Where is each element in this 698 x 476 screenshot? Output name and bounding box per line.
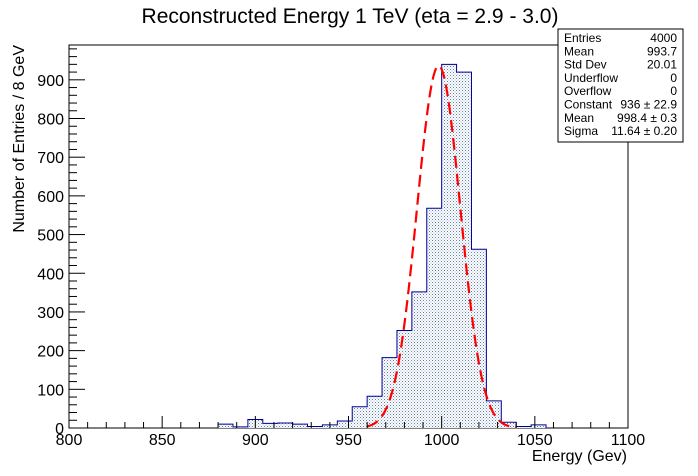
x-axis-title: Energy (Gev) [532, 448, 627, 465]
stats-value: 0 [670, 71, 677, 85]
stats-box-frame [557, 28, 684, 143]
stats-value: 936 ± 22.9 [620, 98, 677, 112]
stats-label: Mean [564, 111, 594, 125]
stats-box: Entries 4000 Mean 993.7 Std Dev 20.01 Underflo… [557, 28, 684, 143]
histogram-bar-3 [262, 423, 278, 428]
y-tick-label: 400 [37, 266, 64, 283]
stats-label: Constant [564, 98, 613, 112]
y-axis-ticks [69, 48, 85, 429]
histogram-bar-11 [382, 357, 397, 428]
x-axis-tick-labels: 800 850 900 950 1000 1050 1100 [56, 432, 646, 449]
x-tick-label: 1050 [517, 432, 553, 449]
histogram-bar-20 [516, 426, 532, 428]
y-tick-label: 500 [37, 228, 64, 245]
histogram-bar-14 [426, 208, 442, 428]
histogram-bar-17 [471, 249, 487, 428]
stats-value: 0 [670, 84, 677, 98]
x-tick-label: 900 [242, 432, 269, 449]
stats-label: Sigma [564, 124, 598, 138]
y-tick-label: 100 [37, 382, 64, 399]
x-tick-label: 950 [335, 432, 362, 449]
histogram-bar-6 [307, 426, 323, 428]
stats-label: Mean [564, 44, 594, 58]
y-tick-label: 600 [37, 189, 64, 206]
stats-value: 20.01 [647, 58, 677, 72]
histogram-bar-5 [292, 424, 308, 428]
x-tick-label: 850 [149, 432, 176, 449]
y-tick-label: 900 [37, 73, 64, 90]
y-tick-label: 700 [37, 150, 64, 167]
histogram-bar-4 [277, 422, 293, 428]
histogram-bar-9 [352, 406, 368, 428]
histogram-bar-15 [441, 64, 457, 428]
gaussian-fit-curve [366, 64, 517, 429]
histogram-outline [217, 63, 547, 428]
y-tick-label: 300 [37, 305, 64, 322]
chart-title: Reconstructed Energy 1 TeV (eta = 2.9 - … [142, 5, 559, 28]
y-tick-label: 800 [37, 112, 64, 129]
y-axis-title: Number of Entries / 8 GeV [11, 45, 28, 233]
x-tick-label: 1100 [611, 432, 646, 449]
x-tick-label: 800 [56, 432, 83, 449]
stats-value: 998.4 ± 0.3 [617, 111, 677, 125]
histogram-bar-12 [396, 330, 412, 428]
histogram-bar-21 [531, 424, 547, 428]
stats-label: Std Dev [564, 58, 607, 72]
stats-label: Underflow [564, 71, 618, 85]
histogram-bar-1 [232, 426, 248, 428]
histogram-bar-0 [218, 424, 233, 428]
histogram-bar-8 [337, 421, 353, 428]
y-tick-label: 0 [55, 421, 64, 438]
y-axis-tick-labels: 0 100 200 300 400 500 600 700 800 900 [37, 73, 64, 438]
x-tick-label: 1000 [424, 432, 460, 449]
y-tick-label: 200 [37, 344, 64, 361]
x-axis-ticks [68, 416, 629, 428]
histogram-bars [218, 64, 547, 428]
stats-value: 11.64 ± 0.20 [611, 124, 677, 138]
histogram-bar-13 [411, 291, 427, 428]
stats-label: Overflow [564, 84, 612, 98]
histogram-bar-10 [367, 396, 383, 428]
stats-value: 993.7 [647, 44, 677, 58]
stats-value: 4000 [650, 31, 677, 45]
plot-frame [68, 44, 629, 429]
stats-label: Entries [564, 31, 601, 45]
